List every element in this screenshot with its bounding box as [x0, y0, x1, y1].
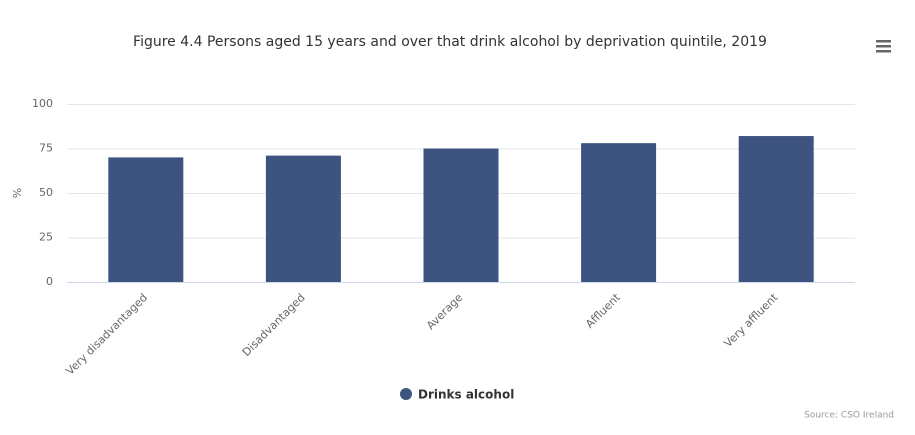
bar — [738, 136, 814, 282]
x-tick-label: Very disadvantaged — [63, 291, 150, 378]
y-tick-label: 100 — [32, 97, 53, 110]
x-tick-label: Disadvantaged — [240, 291, 308, 359]
bar — [581, 143, 657, 282]
x-tick-label: Average — [424, 291, 465, 332]
legend-marker — [400, 388, 412, 400]
menu-button[interactable] — [876, 40, 891, 53]
bar — [265, 155, 341, 282]
x-tick-label: Affluent — [583, 291, 623, 331]
menu-bar — [876, 50, 891, 53]
bar — [423, 148, 499, 282]
x-tick-label: Very affluent — [721, 291, 780, 350]
y-axis-label: % — [11, 188, 24, 198]
chart-title: Figure 4.4 Persons aged 15 years and ove… — [133, 34, 767, 50]
y-tick-label: 25 — [39, 231, 53, 244]
legend-label: Drinks alcohol — [418, 388, 514, 402]
menu-bar — [876, 40, 891, 43]
credits: Source: CSO Ireland — [804, 411, 894, 421]
y-tick-label: 75 — [39, 142, 53, 155]
y-tick-label: 0 — [46, 275, 53, 288]
bar — [108, 157, 184, 282]
menu-bar — [876, 45, 891, 48]
y-tick-label: 50 — [39, 186, 53, 199]
